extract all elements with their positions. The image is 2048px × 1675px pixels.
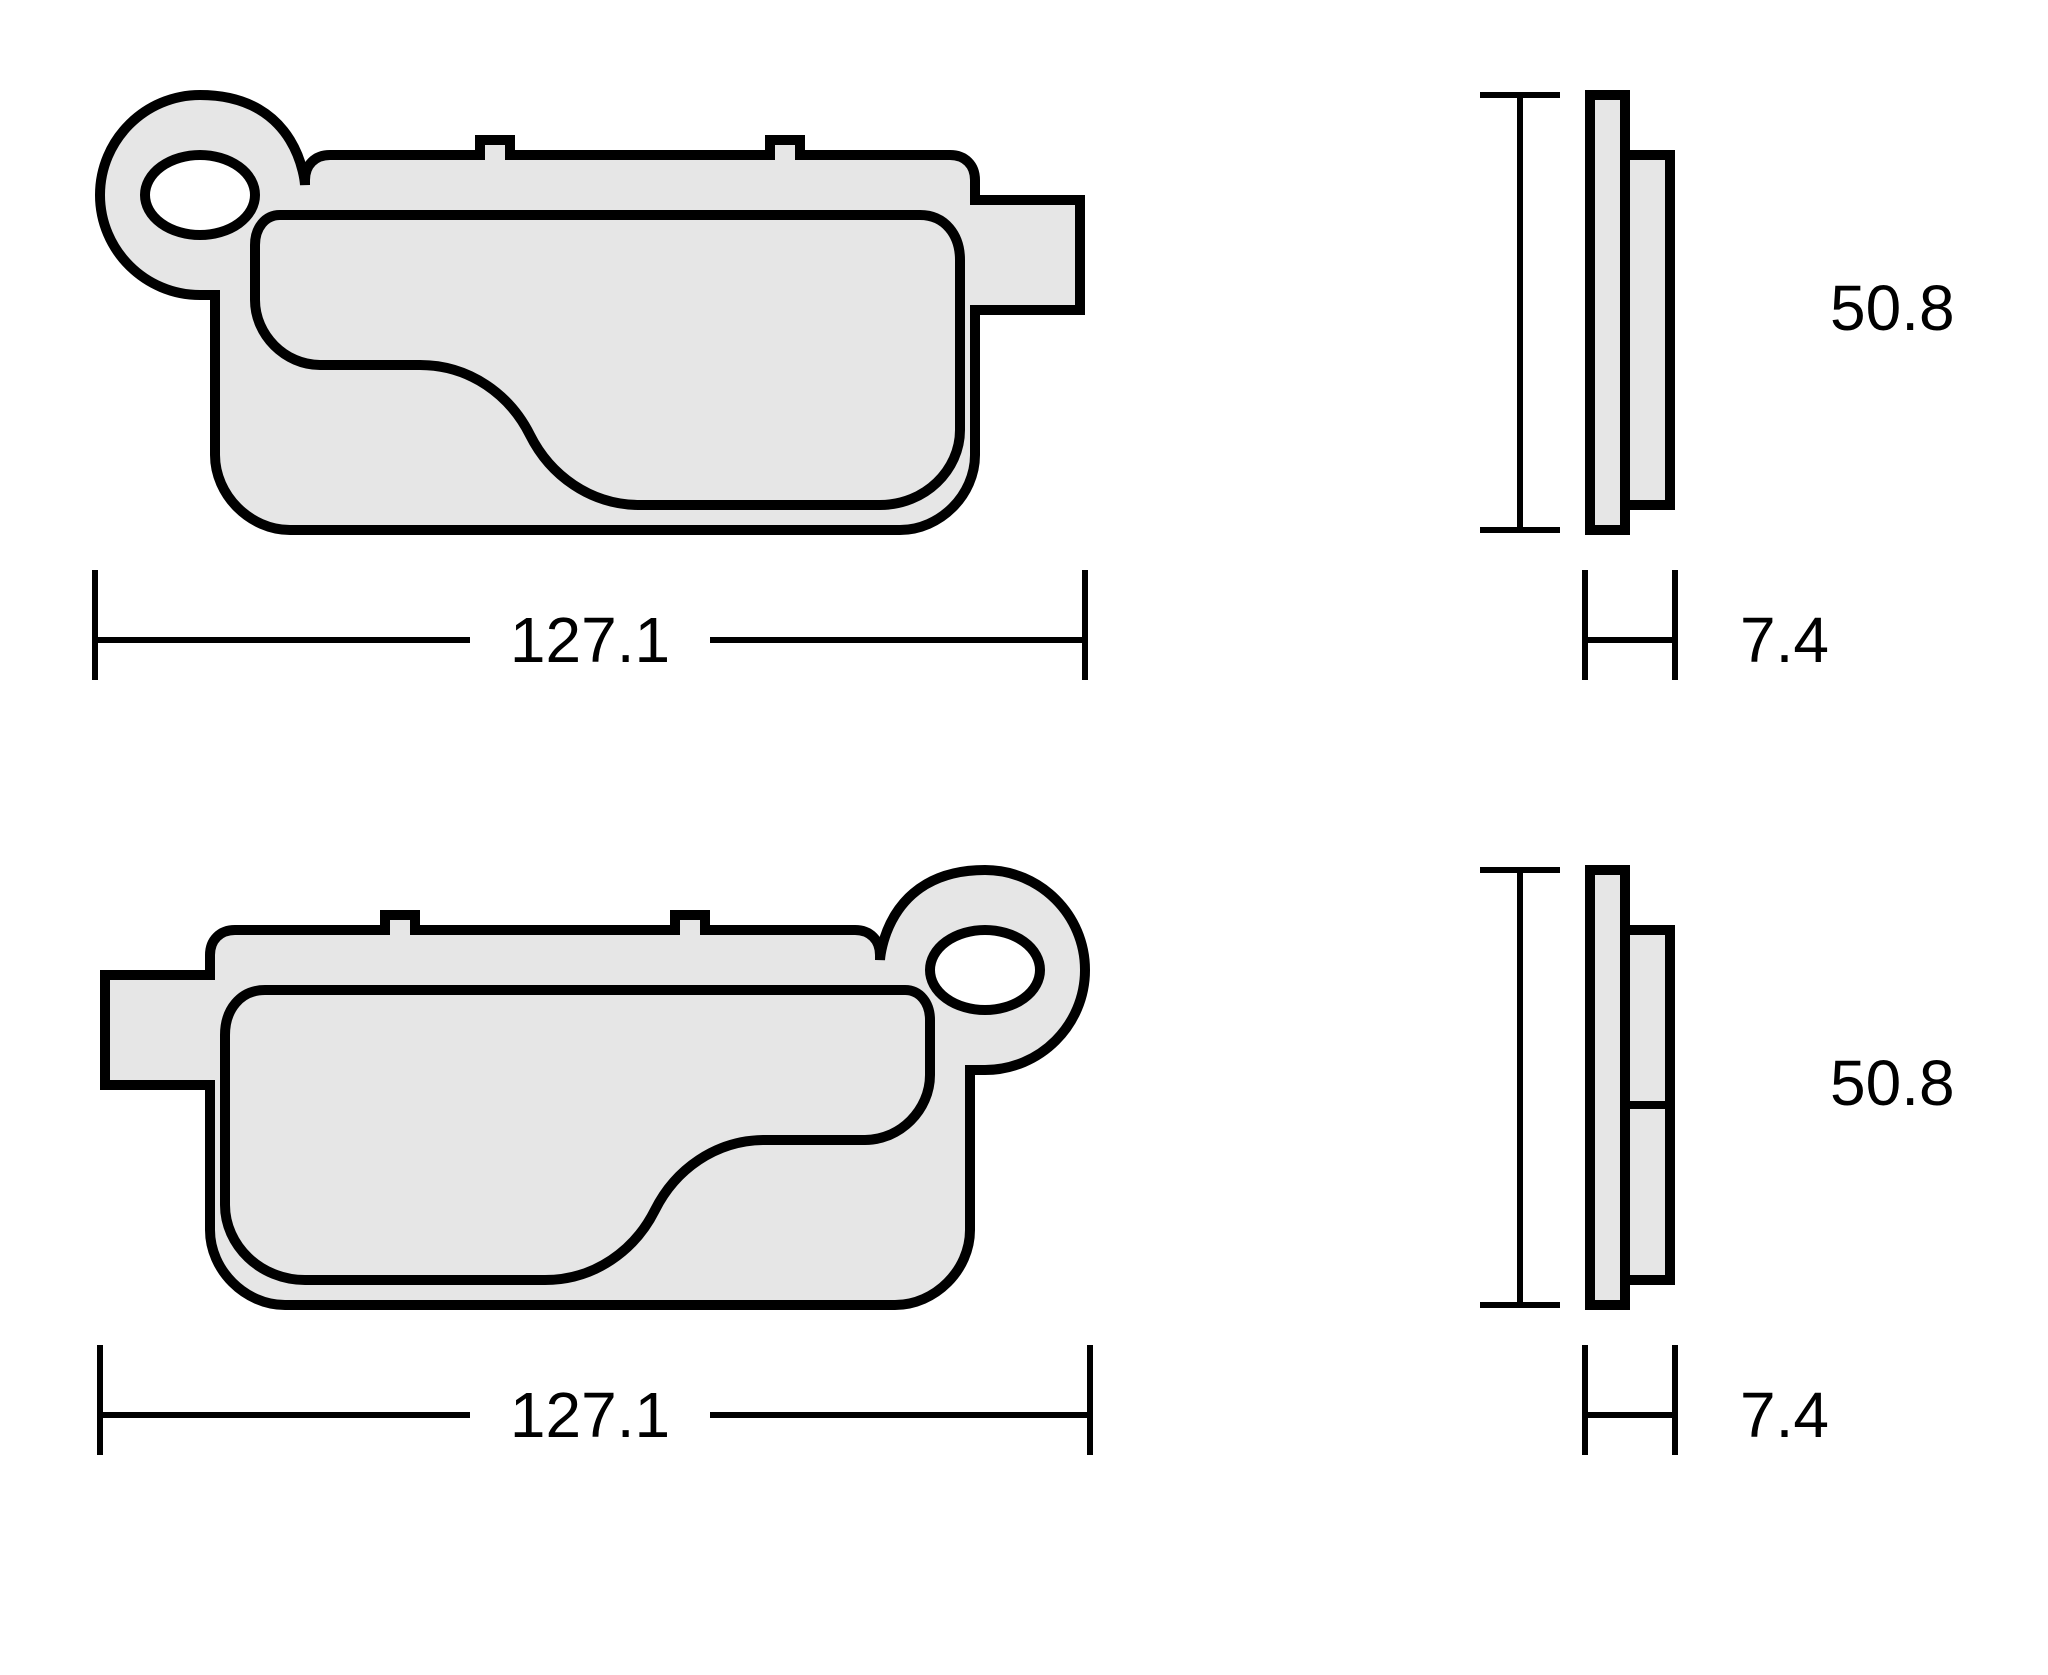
bottom-pad-group: 127.1 50.8 7.4 (100, 870, 1955, 1455)
bottom-pad-height-label: 50.8 (1830, 1047, 1955, 1119)
bottom-pad-thickness-label: 7.4 (1740, 1379, 1829, 1451)
top-pad-side-profile: 50.8 7.4 (1480, 95, 1955, 680)
brake-pad-diagram: 127.1 50.8 7.4 (0, 0, 2048, 1675)
bottom-pad-width-dimension: 127.1 (100, 1345, 1090, 1455)
top-pad-height-label: 50.8 (1830, 272, 1955, 344)
top-pad-thickness-label: 7.4 (1740, 604, 1829, 676)
top-pad-width-dimension: 127.1 (95, 570, 1085, 680)
bottom-pad-mounting-hole (930, 930, 1040, 1010)
bottom-pad-side-profile: 50.8 7.4 (1480, 870, 1955, 1455)
top-pad-mounting-hole (145, 155, 255, 235)
bottom-pad-width-label: 127.1 (510, 1379, 670, 1451)
top-pad-group: 127.1 50.8 7.4 (95, 95, 1955, 680)
top-pad-width-label: 127.1 (510, 604, 670, 676)
